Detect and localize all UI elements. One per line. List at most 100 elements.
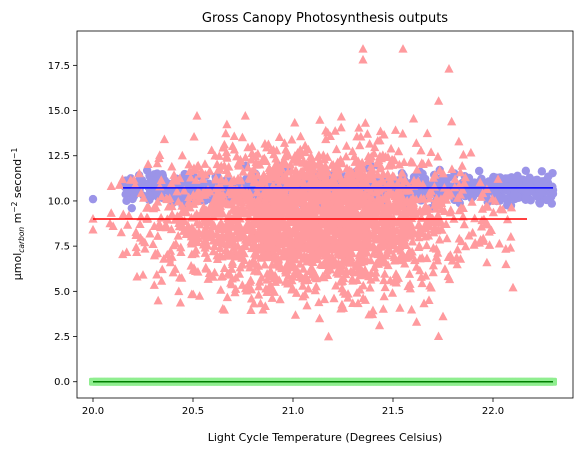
scatter-point-triangle <box>191 165 201 174</box>
scatter-point-triangle <box>177 201 187 210</box>
scatter-point-triangle <box>356 270 366 280</box>
scatter-point-triangle <box>273 211 283 220</box>
scatter-point-triangle <box>105 218 115 228</box>
scatter-point-triangle <box>452 244 463 254</box>
scatter-point-triangle <box>302 190 312 199</box>
scatter-point-triangle <box>275 294 285 304</box>
scatter-point-triangle <box>300 140 310 150</box>
scatter-point-triangle <box>339 273 349 283</box>
scatter-point-triangle <box>269 224 279 234</box>
scatter-point-triangle <box>416 145 426 155</box>
scatter-point-triangle <box>408 113 419 123</box>
scatter-point-triangle <box>237 280 247 289</box>
scatter-point-triangle <box>356 249 366 258</box>
scatter-point-triangle <box>364 230 374 240</box>
scatter-point-triangle <box>134 168 144 178</box>
scatter-point-triangle <box>153 231 163 240</box>
scatter-point-triangle <box>299 253 309 262</box>
scatter-point-circle <box>532 192 542 201</box>
scatter-point-triangle <box>192 217 202 227</box>
scatter-point-triangle <box>300 147 310 157</box>
scatter-point-triangle <box>259 170 269 179</box>
scatter-point-triangle <box>355 198 365 208</box>
scatter-point-triangle <box>176 247 186 257</box>
scatter-point-triangle <box>393 206 404 216</box>
scatter-point-triangle <box>493 174 503 183</box>
scatter-point-triangle <box>219 139 229 149</box>
scatter-point-triangle <box>267 293 277 302</box>
scatter-point-triangle <box>484 227 494 236</box>
scatter-point-triangle <box>404 216 414 226</box>
scatter-point-triangle <box>354 184 364 194</box>
scatter-point-triangle <box>263 174 274 184</box>
scatter-point-triangle <box>254 290 264 299</box>
scatter-point-triangle <box>269 196 279 205</box>
scatter-point-triangle <box>205 166 215 175</box>
scatter-point-triangle <box>389 250 399 260</box>
scatter-point-triangle <box>450 174 460 183</box>
scatter-point-triangle <box>287 134 297 144</box>
scatter-point-triangle <box>426 147 436 156</box>
scatter-point-triangle <box>349 242 359 251</box>
scatter-point-triangle <box>314 150 324 160</box>
scatter-point-triangle <box>296 150 306 160</box>
scatter-point-triangle <box>429 224 439 234</box>
scatter-point-circle <box>193 182 203 191</box>
scatter-point-triangle <box>401 239 411 249</box>
scatter-point-triangle <box>330 126 340 135</box>
series-layer <box>88 44 558 386</box>
scatter-point-triangle <box>336 122 346 132</box>
scatter-point-triangle <box>390 189 401 199</box>
scatter-point-triangle <box>433 151 443 161</box>
scatter-point-triangle <box>422 240 432 250</box>
scatter-point-triangle <box>454 136 464 146</box>
scatter-point-triangle <box>355 220 365 229</box>
scatter-point-triangle <box>202 220 212 230</box>
scatter-point-triangle <box>295 239 305 249</box>
scatter-point-triangle <box>253 266 263 276</box>
scatter-point-triangle <box>167 209 177 219</box>
scatter-point-triangle <box>189 131 199 141</box>
scatter-point-triangle <box>495 204 505 213</box>
scatter-point-triangle <box>370 244 381 254</box>
scatter-point-triangle <box>295 131 306 141</box>
scatter-point-triangle <box>482 257 492 267</box>
scatter-point-triangle <box>140 244 150 253</box>
scatter-point-triangle <box>106 181 116 190</box>
scatter-point-triangle <box>394 159 404 169</box>
scatter-point-triangle <box>362 129 373 138</box>
scatter-point-triangle <box>253 213 264 223</box>
scatter-point-triangle <box>218 197 228 207</box>
scatter-point-circle <box>164 187 174 196</box>
scatter-point-triangle <box>365 282 375 292</box>
scatter-point-triangle <box>250 175 260 185</box>
scatter-point-triangle <box>261 186 271 196</box>
scatter-point-triangle <box>268 242 279 251</box>
scatter-point-triangle <box>395 303 405 312</box>
scatter-point-triangle <box>241 192 252 201</box>
scatter-point-triangle <box>240 152 251 162</box>
scatter-point-circle <box>504 174 513 183</box>
scatter-point-triangle <box>206 226 216 235</box>
scatter-point-triangle <box>270 277 280 286</box>
scatter-point-triangle <box>215 251 225 260</box>
scatter-point-triangle <box>348 223 358 233</box>
scatter-point-circle <box>521 193 531 202</box>
scatter-point-triangle <box>258 176 269 186</box>
scatter-point-triangle <box>356 254 367 264</box>
scatter-point-triangle <box>381 227 391 237</box>
scatter-point-triangle <box>420 223 430 232</box>
scatter-point-triangle <box>161 193 171 203</box>
scatter-point-triangle <box>458 149 468 159</box>
scatter-point-triangle <box>375 126 386 136</box>
y-axis-title-second: second <box>11 159 24 202</box>
scatter-point-triangle <box>216 285 226 294</box>
scatter-point-triangle <box>215 243 225 253</box>
scatter-point-triangle <box>130 180 140 189</box>
scatter-point-triangle <box>370 142 380 152</box>
y-tick-label: 15.0 <box>48 106 70 117</box>
y-tick-label: 10.0 <box>48 196 70 207</box>
scatter-point-triangle <box>437 204 447 214</box>
scatter-point-triangle <box>254 281 264 291</box>
x-axis-title: Light Cycle Temperature (Degrees Celsius… <box>208 431 443 444</box>
